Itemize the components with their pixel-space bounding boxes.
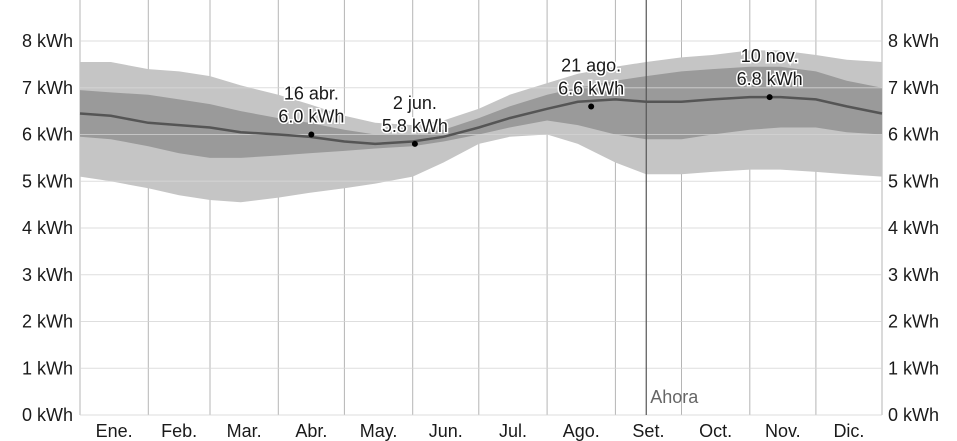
y-tick-label-right: 2 kWh — [888, 312, 939, 332]
month-label: Set. — [632, 421, 664, 441]
horizontal-gridlines — [80, 40, 882, 416]
y-tick-label-left: 4 kWh — [22, 218, 73, 238]
month-label: Jun. — [429, 421, 463, 441]
month-label: Abr. — [295, 421, 327, 441]
y-tick-label-right: 0 kWh — [888, 405, 939, 425]
y-tick-label-right: 3 kWh — [888, 265, 939, 285]
y-tick-label-left: 6 kWh — [22, 125, 73, 145]
month-label: Oct. — [699, 421, 732, 441]
y-tick-label-left: 0 kWh — [22, 405, 73, 425]
annotation-value: 6.0 kWh — [278, 107, 344, 127]
annotation-date: 21 ago. — [561, 55, 621, 75]
now-marker-layer: Ahora — [645, 0, 699, 415]
y-tick-label-right: 1 kWh — [888, 358, 939, 378]
y-tick-label-left: 8 kWh — [22, 31, 73, 51]
annotation-point — [411, 140, 418, 147]
annotation-date: 16 abr. — [284, 84, 339, 104]
y-tick-label-right: 5 kWh — [888, 171, 939, 191]
annotation-point — [766, 94, 773, 101]
y-tick-label-left: 2 kWh — [22, 312, 73, 332]
month-labels: Ene. Feb. Mar. Abr. May. Jun. Jul. Ago. Set. Oct.… — [96, 421, 865, 441]
now-label: Ahora — [650, 387, 699, 407]
y-tick-label-right: 8 kWh — [888, 31, 939, 51]
annotation-value: 5.8 kWh — [382, 116, 448, 136]
annotations-layer: 16 abr. 6.0 kWh 2 jun. 5.8 kWh 21 ago. 6.6 kW… — [277, 45, 804, 147]
month-label: Jul. — [499, 421, 527, 441]
y-tick-label-right: 6 kWh — [888, 125, 939, 145]
y-tick-label-left: 5 kWh — [22, 171, 73, 191]
y-axis-labels: 0 kWh 0 kWh 1 kWh 1 kWh 2 kWh 2 kWh 3 kWh 3 kWh… — [22, 31, 939, 425]
month-label: Dic. — [833, 421, 864, 441]
y-tick-label-left: 1 kWh — [22, 358, 73, 378]
month-label: Nov. — [765, 421, 801, 441]
annotation-point — [588, 103, 595, 110]
y-tick-label-right: 7 kWh — [888, 78, 939, 98]
month-label: Mar. — [227, 421, 262, 441]
annotation-date: 2 jun. — [393, 93, 437, 113]
month-label: Feb. — [161, 421, 197, 441]
month-label: Ene. — [96, 421, 133, 441]
y-tick-label-right: 4 kWh — [888, 218, 939, 238]
annotation-value: 6.8 kWh — [737, 69, 803, 89]
annotation-point — [308, 131, 315, 138]
y-tick-label-left: 3 kWh — [22, 265, 73, 285]
annotation-value: 6.6 kWh — [558, 78, 624, 98]
median-line-layer — [79, 95, 883, 146]
y-tick-label-left: 7 kWh — [22, 78, 73, 98]
month-label: Ago. — [563, 421, 600, 441]
month-label: May. — [360, 421, 398, 441]
median-line — [79, 95, 883, 146]
annotation-date: 10 nov. — [741, 46, 799, 66]
